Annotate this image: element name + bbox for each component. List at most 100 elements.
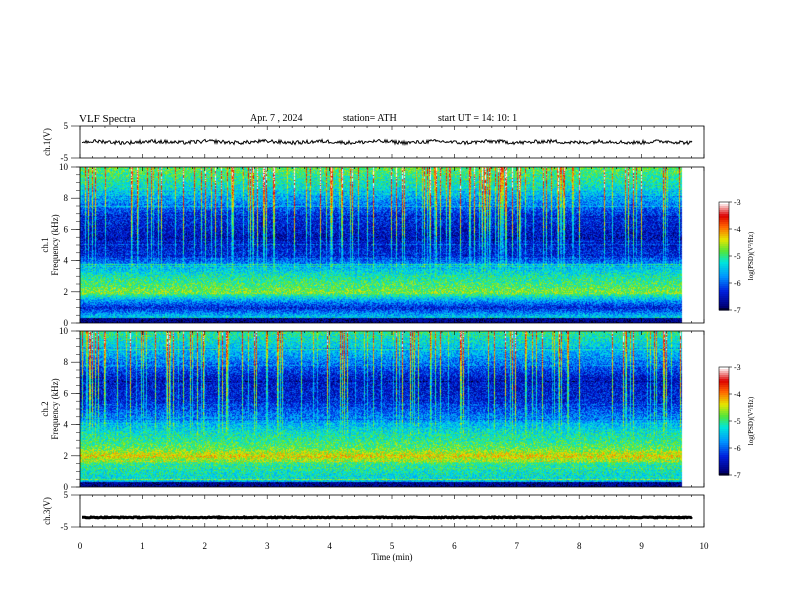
x-tick-label: 2: [203, 541, 208, 551]
s2-colorbar-tick-label: -3: [734, 363, 741, 372]
x-tick-label: 5: [390, 541, 395, 551]
s2-colorbar-cell: [719, 437, 729, 440]
s1-ytick-label: 2: [64, 287, 69, 297]
s2-colorbar-cell: [719, 371, 729, 374]
s1-colorbar-cell: [719, 246, 729, 249]
s1-colorbar-cell: [719, 248, 729, 251]
s1-colorbar-cell: [719, 244, 729, 247]
s1-colorbar-cell: [719, 272, 729, 275]
s1-colorbar-cell: [719, 262, 729, 265]
s1-colorbar-cell: [719, 304, 729, 307]
s2-ytick-label: 0: [64, 482, 69, 492]
x-tick-label: 6: [452, 541, 457, 551]
s2-colorbar-cell: [719, 471, 729, 474]
s1-colorbar-cell: [719, 274, 729, 277]
s1-colorbar-cell: [719, 306, 729, 309]
chart-title: VLF Spectra: [79, 113, 136, 125]
s1-colorbar-cell: [719, 234, 729, 237]
s2-colorbar-tick-label: -5: [734, 417, 741, 426]
s1-colorbar-cell: [719, 236, 729, 239]
s2-colorbar-cell: [719, 385, 729, 388]
s2-colorbar-cell: [719, 417, 729, 420]
x-tick-label: 0: [78, 541, 83, 551]
s1-colorbar-cell: [719, 230, 729, 233]
s2-colorbar-cell: [719, 421, 729, 424]
s1-colorbar-cell: [719, 278, 729, 281]
s2-colorbar-cell: [719, 455, 729, 458]
date-label: Apr. 7 , 2024: [250, 113, 303, 124]
s1-colorbar-cell: [719, 212, 729, 215]
x-tick-label: 8: [577, 541, 582, 551]
start-time-label: start UT = 14: 10: 1: [438, 113, 518, 124]
w1-ytick-label: -5: [61, 153, 69, 163]
s1-colorbar-cell: [719, 290, 729, 293]
s2-colorbar-cell: [719, 391, 729, 394]
s2-colorbar-cell: [719, 383, 729, 386]
s2-colorbar-cell: [719, 431, 729, 434]
s2-colorbar-cell: [719, 439, 729, 442]
s1-colorbar-cell: [719, 250, 729, 253]
s1-colorbar-cell: [719, 280, 729, 283]
s1-colorbar-cell: [719, 208, 729, 211]
s1-colorbar-tick-label: -4: [734, 225, 741, 234]
w1-ytick-label: 5: [64, 121, 69, 131]
s1-colorbar-cell: [719, 294, 729, 297]
s1-colorbar-cell: [719, 220, 729, 223]
w1-waveform-line: [81, 138, 693, 147]
s2-colorbar-label: log(PSD)(V²/Hz): [747, 396, 755, 445]
s2-colorbar-cell: [719, 469, 729, 472]
s1-colorbar-cell: [719, 202, 729, 205]
s2-colorbar-cell: [719, 379, 729, 382]
s2-colorbar-cell: [719, 467, 729, 470]
s2-colorbar-cell: [719, 423, 729, 426]
s1-colorbar-cell: [719, 296, 729, 299]
s2-colorbar-cell: [719, 415, 729, 418]
s1-colorbar-cell: [719, 266, 729, 269]
station-label: station= ATH: [343, 113, 397, 124]
s1-colorbar-cell: [719, 258, 729, 261]
s2-colorbar-cell: [719, 407, 729, 410]
w1-ylabel: ch.1(V): [42, 128, 52, 156]
s1-ytick-label: 10: [59, 162, 69, 172]
x-tick-label: 1: [140, 541, 145, 551]
s1-colorbar-cell: [719, 260, 729, 263]
s1-colorbar-cell: [719, 222, 729, 225]
s1-channel-label: ch.1: [40, 237, 50, 252]
s1-colorbar-cell: [719, 308, 729, 311]
x-tick-label: 10: [700, 541, 710, 551]
s2-colorbar-cell: [719, 369, 729, 372]
s2-colorbar-cell: [719, 459, 729, 462]
s2-colorbar-cell: [719, 411, 729, 414]
s2-colorbar-cell: [719, 445, 729, 448]
s2-colorbar-cell: [719, 443, 729, 446]
s2-colorbar-cell: [719, 425, 729, 428]
s1-colorbar-cell: [719, 224, 729, 227]
s1-colorbar-cell: [719, 302, 729, 305]
w3-waveform-line: [82, 514, 693, 520]
w3-ytick-label: 5: [64, 490, 69, 500]
x-tick-label: 9: [639, 541, 644, 551]
s1-colorbar-cell: [719, 256, 729, 259]
s2-ytick-label: 4: [64, 420, 69, 430]
s2-ytick-label: 10: [59, 326, 69, 336]
s1-colorbar-cell: [719, 242, 729, 245]
w3-ytick-label: -5: [61, 522, 69, 532]
w3-frame: [79, 494, 705, 528]
s1-ytick-label: 8: [64, 193, 69, 203]
s1-colorbar-cell: [719, 228, 729, 231]
s2-ytick-label: 2: [64, 451, 69, 461]
s2-channel-label: ch.2: [40, 401, 50, 416]
s1-colorbar-cell: [719, 284, 729, 287]
s1-colorbar-tick-label: -6: [734, 279, 741, 288]
s1-colorbar-label: log(PSD)(V²/Hz): [747, 231, 755, 280]
s1-colorbar-cell: [719, 214, 729, 217]
s2-colorbar-cell: [719, 397, 729, 400]
s2-colorbar-cell: [719, 465, 729, 468]
s2-colorbar-cell: [719, 463, 729, 466]
w3-ylabel: ch.3(V): [42, 497, 52, 525]
s1-colorbar-cell: [719, 254, 729, 257]
s1-colorbar-cell: [719, 292, 729, 295]
s1-colorbar-cell: [719, 300, 729, 303]
s1-colorbar-cell: [719, 264, 729, 267]
